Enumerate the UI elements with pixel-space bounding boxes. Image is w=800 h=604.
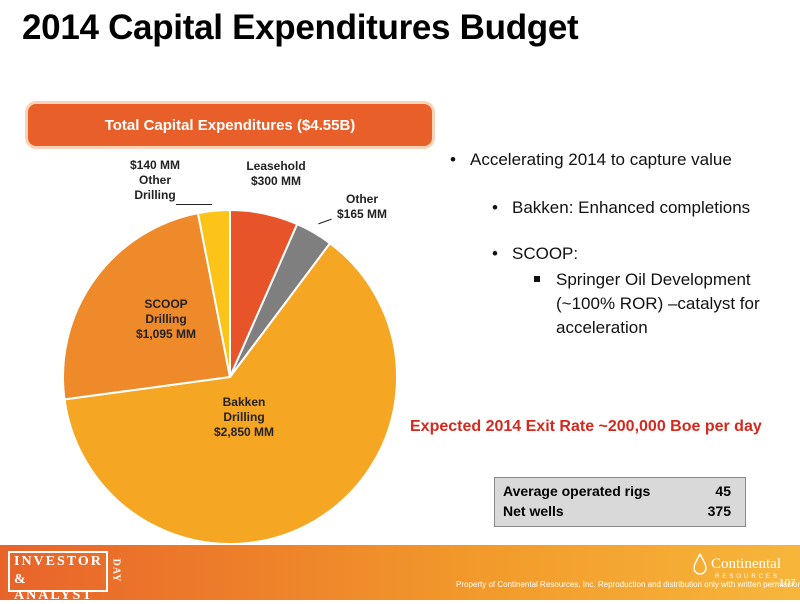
bullet-item: Springer Oil Development (~100% ROR) –ca… bbox=[534, 268, 760, 340]
property-notice: Property of Continental Resources, Inc. … bbox=[456, 580, 800, 589]
bullet-text: SCOOP: bbox=[512, 244, 579, 263]
page-title: 2014 Capital Expenditures Budget bbox=[22, 8, 579, 47]
bullet-text: Bakken: Enhanced completions bbox=[512, 198, 751, 217]
pie-label-scoop-value: $1,095 MM bbox=[135, 327, 197, 341]
exit-rate-text: Expected 2014 Exit Rate ~200,000 Boe per… bbox=[410, 418, 762, 435]
stats-value: 45 bbox=[715, 483, 731, 499]
pie-label-leasehold-value: $300 MM bbox=[250, 174, 302, 188]
pie-label-bakken-kind: Drilling bbox=[223, 410, 265, 424]
pie-label-scoop: SCOOP Drilling $1,095 MM bbox=[116, 297, 216, 342]
logo-side-text: DAY bbox=[110, 558, 122, 583]
pie-label-scoop-name: SCOOP bbox=[144, 297, 188, 311]
pie-label-bakken: Bakken Drilling $2,850 MM bbox=[199, 395, 289, 440]
pie-label-bakken-value: $2,850 MM bbox=[213, 425, 275, 439]
stats-box: Average operated rigs 45 Net wells 375 bbox=[494, 477, 746, 527]
bullet-text-line: (~100% ROR) –catalyst for bbox=[556, 294, 760, 313]
bullet-item: • SCOOP: bbox=[492, 244, 578, 264]
page-number: 107 bbox=[779, 578, 796, 589]
pie-label-other-drilling-kind: Drilling bbox=[134, 188, 176, 202]
oil-drop-icon bbox=[693, 553, 707, 575]
square-bullet-icon bbox=[534, 276, 540, 282]
bullet-text-line: acceleration bbox=[556, 318, 648, 337]
pie-slice-scoop-drilling bbox=[62, 211, 232, 401]
bullet-item: • Accelerating 2014 to capture value bbox=[450, 150, 732, 170]
logo-line-2: & ANALYST bbox=[14, 572, 94, 603]
stats-value: 375 bbox=[707, 503, 731, 519]
bullet-dot-icon: • bbox=[450, 150, 456, 169]
stats-label: Average operated rigs bbox=[503, 483, 651, 499]
pie-slice-other-drilling bbox=[196, 208, 231, 378]
pie-label-scoop-kind: Drilling bbox=[145, 312, 187, 326]
stats-row: Average operated rigs 45 bbox=[503, 483, 731, 499]
pie-label-other-name: Other bbox=[345, 192, 378, 206]
stats-row: Net wells 375 bbox=[503, 503, 731, 519]
pie-label-bakken-name: Bakken bbox=[222, 395, 266, 409]
other-drilling-leader-line bbox=[176, 204, 212, 205]
total-capex-banner: Total Capital Expenditures ($4.55B) bbox=[28, 104, 432, 146]
logo-line-1: INVESTOR bbox=[14, 554, 103, 569]
pie-label-other-drilling-value: $140 MM bbox=[129, 158, 181, 172]
bullet-text: Springer Oil Development (~100% ROR) –ca… bbox=[556, 268, 760, 340]
pie-label-leasehold-name: Leasehold bbox=[246, 159, 306, 173]
pie-label-other-drilling-name: Other bbox=[138, 173, 171, 187]
pie-label-other: Other $165 MM bbox=[322, 192, 402, 222]
bullet-dot-icon: • bbox=[492, 244, 498, 263]
investor-analyst-day-logo: INVESTOR & ANALYST DAY bbox=[8, 551, 122, 603]
pie-slice-bakken-drilling bbox=[63, 241, 398, 545]
bullet-dot-icon: • bbox=[492, 198, 498, 217]
stats-label: Net wells bbox=[503, 503, 564, 519]
pie-label-other-value: $165 MM bbox=[336, 207, 388, 221]
bullet-text: Accelerating 2014 to capture value bbox=[470, 150, 732, 169]
pie-label-other-drilling: $140 MM Other Drilling bbox=[120, 158, 190, 203]
bullet-text-line: Springer Oil Development bbox=[556, 270, 751, 289]
pie-label-leasehold: Leasehold $300 MM bbox=[236, 159, 316, 189]
company-name: Continental bbox=[711, 556, 781, 572]
bullet-item: • Bakken: Enhanced completions bbox=[492, 198, 750, 218]
company-sub: RESOURCES bbox=[715, 574, 781, 580]
footer-bar bbox=[0, 545, 800, 600]
